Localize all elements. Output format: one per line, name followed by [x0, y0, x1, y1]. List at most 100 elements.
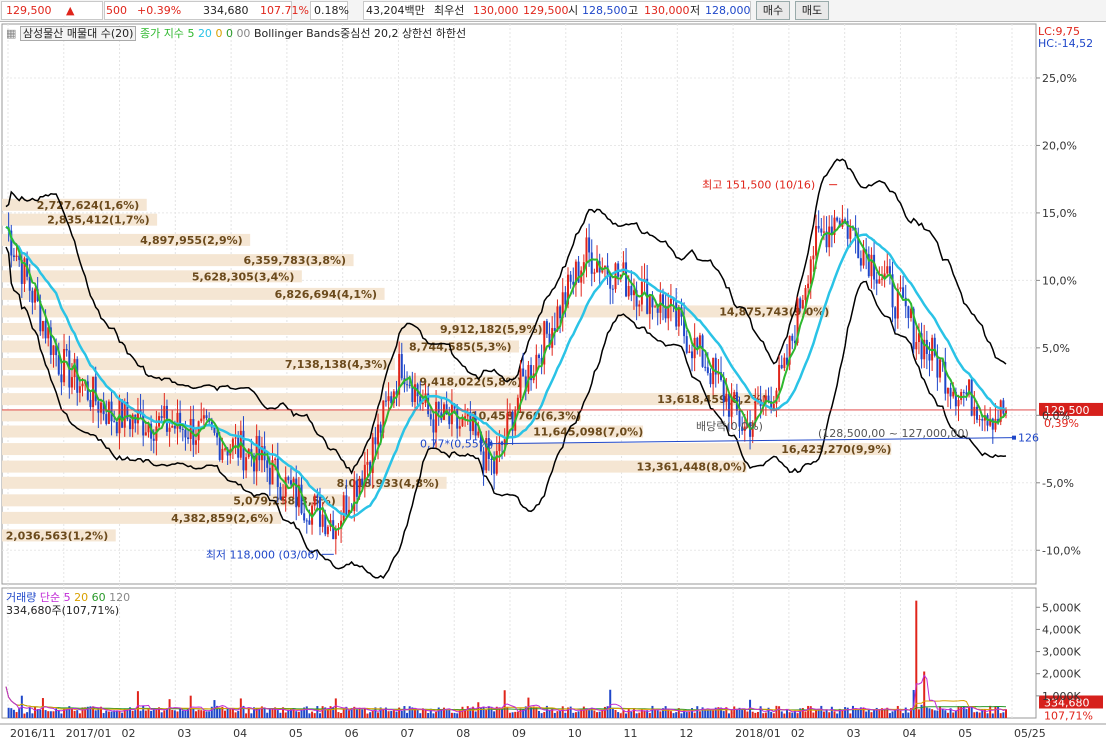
candle-body [340, 520, 343, 529]
candle-body [867, 254, 870, 277]
candle-body [421, 402, 424, 405]
candle-body [155, 426, 158, 441]
volume-bar [192, 709, 195, 718]
candle-body [954, 391, 957, 407]
candle-body [582, 262, 585, 271]
candle-body [194, 440, 197, 445]
candle-body [89, 399, 92, 408]
volume-bar [41, 698, 44, 718]
candle-body [110, 401, 113, 422]
candle-body [168, 427, 171, 432]
candle-body [543, 321, 546, 365]
high-label: 고 [628, 4, 639, 17]
volume-bar [632, 708, 635, 718]
candle-body [78, 386, 81, 393]
volume-bar [854, 708, 857, 718]
volume-bar [888, 713, 891, 718]
candle-body [596, 261, 599, 273]
volume-bar [419, 713, 422, 718]
stock-chart[interactable]: 2,727,624(1,6%) 2,835,412(1,7%) 4,897,955(… [0, 22, 1106, 742]
volume-bar [226, 708, 229, 718]
y-tick-label: -5,0% [1042, 477, 1074, 490]
buy-button[interactable]: 매수 [756, 1, 790, 20]
candle-body [234, 437, 237, 439]
price-cell [1, 1, 103, 20]
sell-button[interactable]: 매도 [795, 1, 829, 20]
candle-body [519, 368, 522, 398]
volume-bar [778, 706, 781, 718]
bollinger-legend[interactable]: Bollinger Bands중심선 20,2 상한선 하한선 [253, 27, 467, 40]
x-tick-label: 04 [902, 727, 916, 740]
volume-bar [276, 710, 279, 718]
candle-body [973, 406, 976, 416]
ma5-line [5, 219, 1007, 532]
volume-bar [115, 710, 118, 718]
candle-body [638, 304, 641, 307]
volume-bar [553, 712, 556, 718]
volume-bar [720, 707, 723, 718]
volume-bar [181, 710, 184, 718]
volume-bar [282, 707, 285, 718]
volume-bar [86, 706, 89, 718]
ma-legend-label[interactable]: 종가 지수 [139, 27, 184, 40]
vol-ma120-legend: 120 [109, 591, 131, 604]
chart-title-legend[interactable]: 삼성물산 매물대 수(20) [19, 26, 137, 41]
volume-bar [815, 710, 818, 718]
volume-bar [350, 707, 353, 718]
volume-bar [656, 710, 659, 718]
volume-bar [582, 706, 585, 718]
candle-body [271, 460, 274, 485]
candle-body [187, 437, 190, 440]
volume-legend-label[interactable]: 거래량 [6, 591, 37, 604]
volume-profile-bar [2, 198, 147, 211]
x-tick-label: 07 [400, 727, 414, 740]
volume-bar [793, 710, 796, 718]
vol-ma60-legend: 60 [91, 591, 106, 604]
volume-bar [366, 713, 369, 718]
volume-bar [619, 713, 622, 718]
candle-body [395, 391, 398, 395]
candle-body [997, 418, 1000, 422]
candle-body [949, 387, 952, 397]
candle-body [18, 255, 21, 260]
volume-bar [559, 710, 562, 718]
x-tick-label: 2017/01 [66, 727, 112, 740]
candle-body [875, 279, 878, 284]
volume-bar [313, 713, 316, 718]
candle-body [144, 432, 147, 436]
candle-body [49, 327, 52, 355]
volume-profile-bar [2, 476, 447, 489]
volume-bar [432, 713, 435, 718]
volume-bar [706, 709, 709, 718]
volume-bar [453, 712, 456, 718]
candle-body [1005, 410, 1007, 414]
candle-body [627, 286, 630, 297]
volume-bar [31, 713, 34, 718]
candle-body [136, 409, 139, 424]
candle-body [952, 391, 955, 397]
volume-bar [144, 710, 147, 718]
volume-bar [18, 707, 21, 718]
volume-bar [136, 691, 139, 718]
volume-profile-label: 2,727,624(1,6%) [37, 199, 140, 212]
volume-bar [187, 709, 190, 718]
volume-bar [685, 712, 688, 718]
volume-bar [10, 708, 13, 718]
candle-body [55, 345, 58, 356]
best-ask: 130,000 [473, 4, 519, 17]
volume-bar [26, 712, 29, 718]
volume-bar [242, 705, 245, 718]
volume-profile-label: 11,645,098(7,0%) [533, 426, 643, 439]
candle-body [419, 396, 422, 405]
ma5-legend: 5 [187, 27, 195, 40]
vol-ma-label[interactable]: 단순 [39, 591, 61, 604]
volume-profile-label: 2,835,412(1,7%) [47, 214, 150, 227]
volume-bar [324, 707, 327, 718]
candle-body [287, 477, 290, 481]
volume-bar [258, 708, 261, 718]
candle-body [263, 446, 266, 461]
volume-bar [89, 706, 92, 718]
candle-body [939, 359, 942, 378]
candle-body [793, 340, 796, 344]
candle-body [725, 393, 728, 402]
